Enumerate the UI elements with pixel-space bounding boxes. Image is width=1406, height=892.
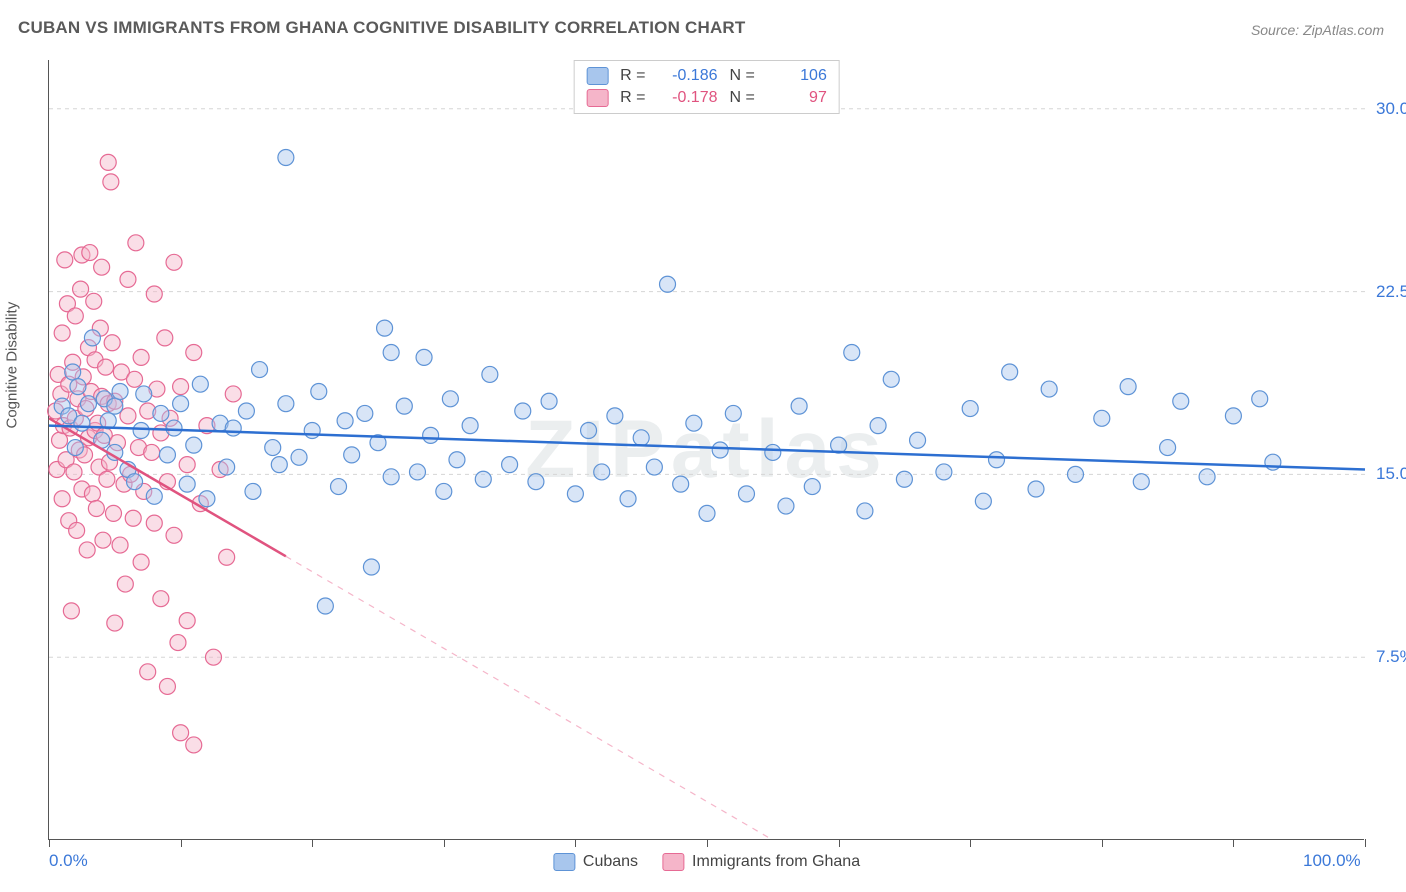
x-tick	[970, 839, 971, 847]
n-value-series-a: 106	[767, 67, 827, 85]
legend-item-series-b: Immigrants from Ghana	[662, 853, 860, 871]
legend-swatch-series-b	[662, 853, 684, 871]
legend-swatch-series-a	[553, 853, 575, 871]
scatter-plot-svg	[49, 60, 1364, 839]
chart-title: CUBAN VS IMMIGRANTS FROM GHANA COGNITIVE…	[18, 18, 745, 38]
n-value-series-b: 97	[767, 89, 827, 107]
y-tick-label: 30.0%	[1368, 99, 1406, 119]
x-tick	[49, 839, 50, 847]
y-tick-label: 7.5%	[1368, 647, 1406, 667]
series-a-points	[54, 150, 1281, 615]
x-tick	[707, 839, 708, 847]
stats-row-series-b: R = -0.178 N = 97	[586, 87, 827, 109]
legend-item-series-a: Cubans	[553, 853, 638, 871]
x-tick	[1102, 839, 1103, 847]
y-axis-label: Cognitive Disability	[4, 302, 21, 429]
series-legend: Cubans Immigrants from Ghana	[553, 853, 860, 871]
x-axis-label: 100.0%	[1303, 851, 1361, 871]
source-attribution: Source: ZipAtlas.com	[1251, 22, 1384, 38]
r-label: R =	[620, 67, 645, 85]
swatch-series-b	[586, 89, 608, 107]
x-tick	[575, 839, 576, 847]
y-tick-label: 22.5%	[1368, 282, 1406, 302]
x-tick	[1365, 839, 1366, 847]
legend-label-series-a: Cubans	[583, 853, 638, 871]
r-label: R =	[620, 89, 645, 107]
correlation-stats-legend: R = -0.186 N = 106 R = -0.178 N = 97	[573, 60, 840, 114]
gridlines-group	[49, 109, 1365, 657]
x-tick	[839, 839, 840, 847]
n-label: N =	[730, 89, 755, 107]
r-value-series-a: -0.186	[658, 67, 718, 85]
x-tick	[312, 839, 313, 847]
legend-label-series-b: Immigrants from Ghana	[692, 853, 860, 871]
trendlines-group	[49, 418, 1365, 840]
x-axis-label: 0.0%	[49, 851, 88, 871]
x-tick	[1233, 839, 1234, 847]
swatch-series-a	[586, 67, 608, 85]
y-tick-label: 15.0%	[1368, 464, 1406, 484]
x-tick	[181, 839, 182, 847]
stats-row-series-a: R = -0.186 N = 106	[586, 65, 827, 87]
r-value-series-b: -0.178	[658, 89, 718, 107]
x-tick	[444, 839, 445, 847]
chart-plot-area: ZIPatlas R = -0.186 N = 106 R = -0.178 N…	[48, 60, 1364, 840]
n-label: N =	[730, 67, 755, 85]
